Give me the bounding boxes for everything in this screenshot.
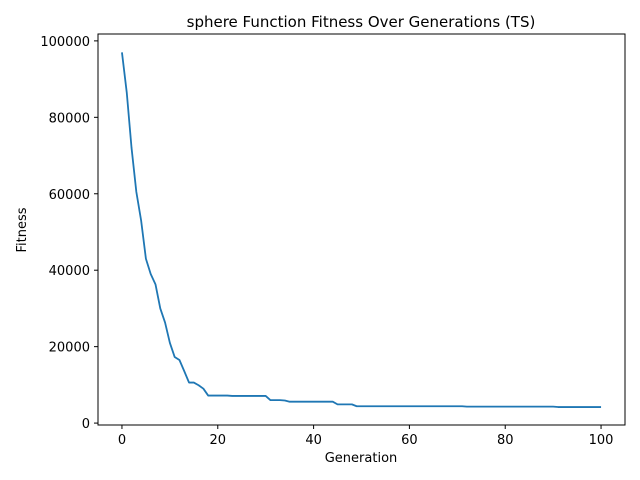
y-tick-label: 60000 <box>49 188 90 203</box>
y-tick-label: 20000 <box>49 341 90 356</box>
x-tick-label: 100 <box>589 433 614 448</box>
chart-title: sphere Function Fitness Over Generations… <box>187 13 536 31</box>
x-tick-label: 40 <box>305 433 322 448</box>
y-tick-label: 80000 <box>49 111 90 126</box>
y-axis-label: Fitness <box>15 207 30 252</box>
x-axis-ticks: 0 20 40 60 80 100 <box>118 425 614 448</box>
y-axis-ticks: 0 20000 40000 60000 80000 100000 <box>40 35 98 432</box>
x-axis-label: Generation <box>325 451 398 466</box>
series-line-0 <box>121 52 602 408</box>
y-tick-label: 40000 <box>49 264 90 279</box>
x-tick-label: 60 <box>401 433 418 448</box>
plot-frame <box>97 33 626 426</box>
x-tick-label: 20 <box>209 433 226 448</box>
plot-area <box>97 33 626 426</box>
y-tick-label: 0 <box>82 417 90 432</box>
x-tick-label: 0 <box>118 433 126 448</box>
x-tick-label: 80 <box>497 433 514 448</box>
y-tick-label: 100000 <box>40 35 90 50</box>
